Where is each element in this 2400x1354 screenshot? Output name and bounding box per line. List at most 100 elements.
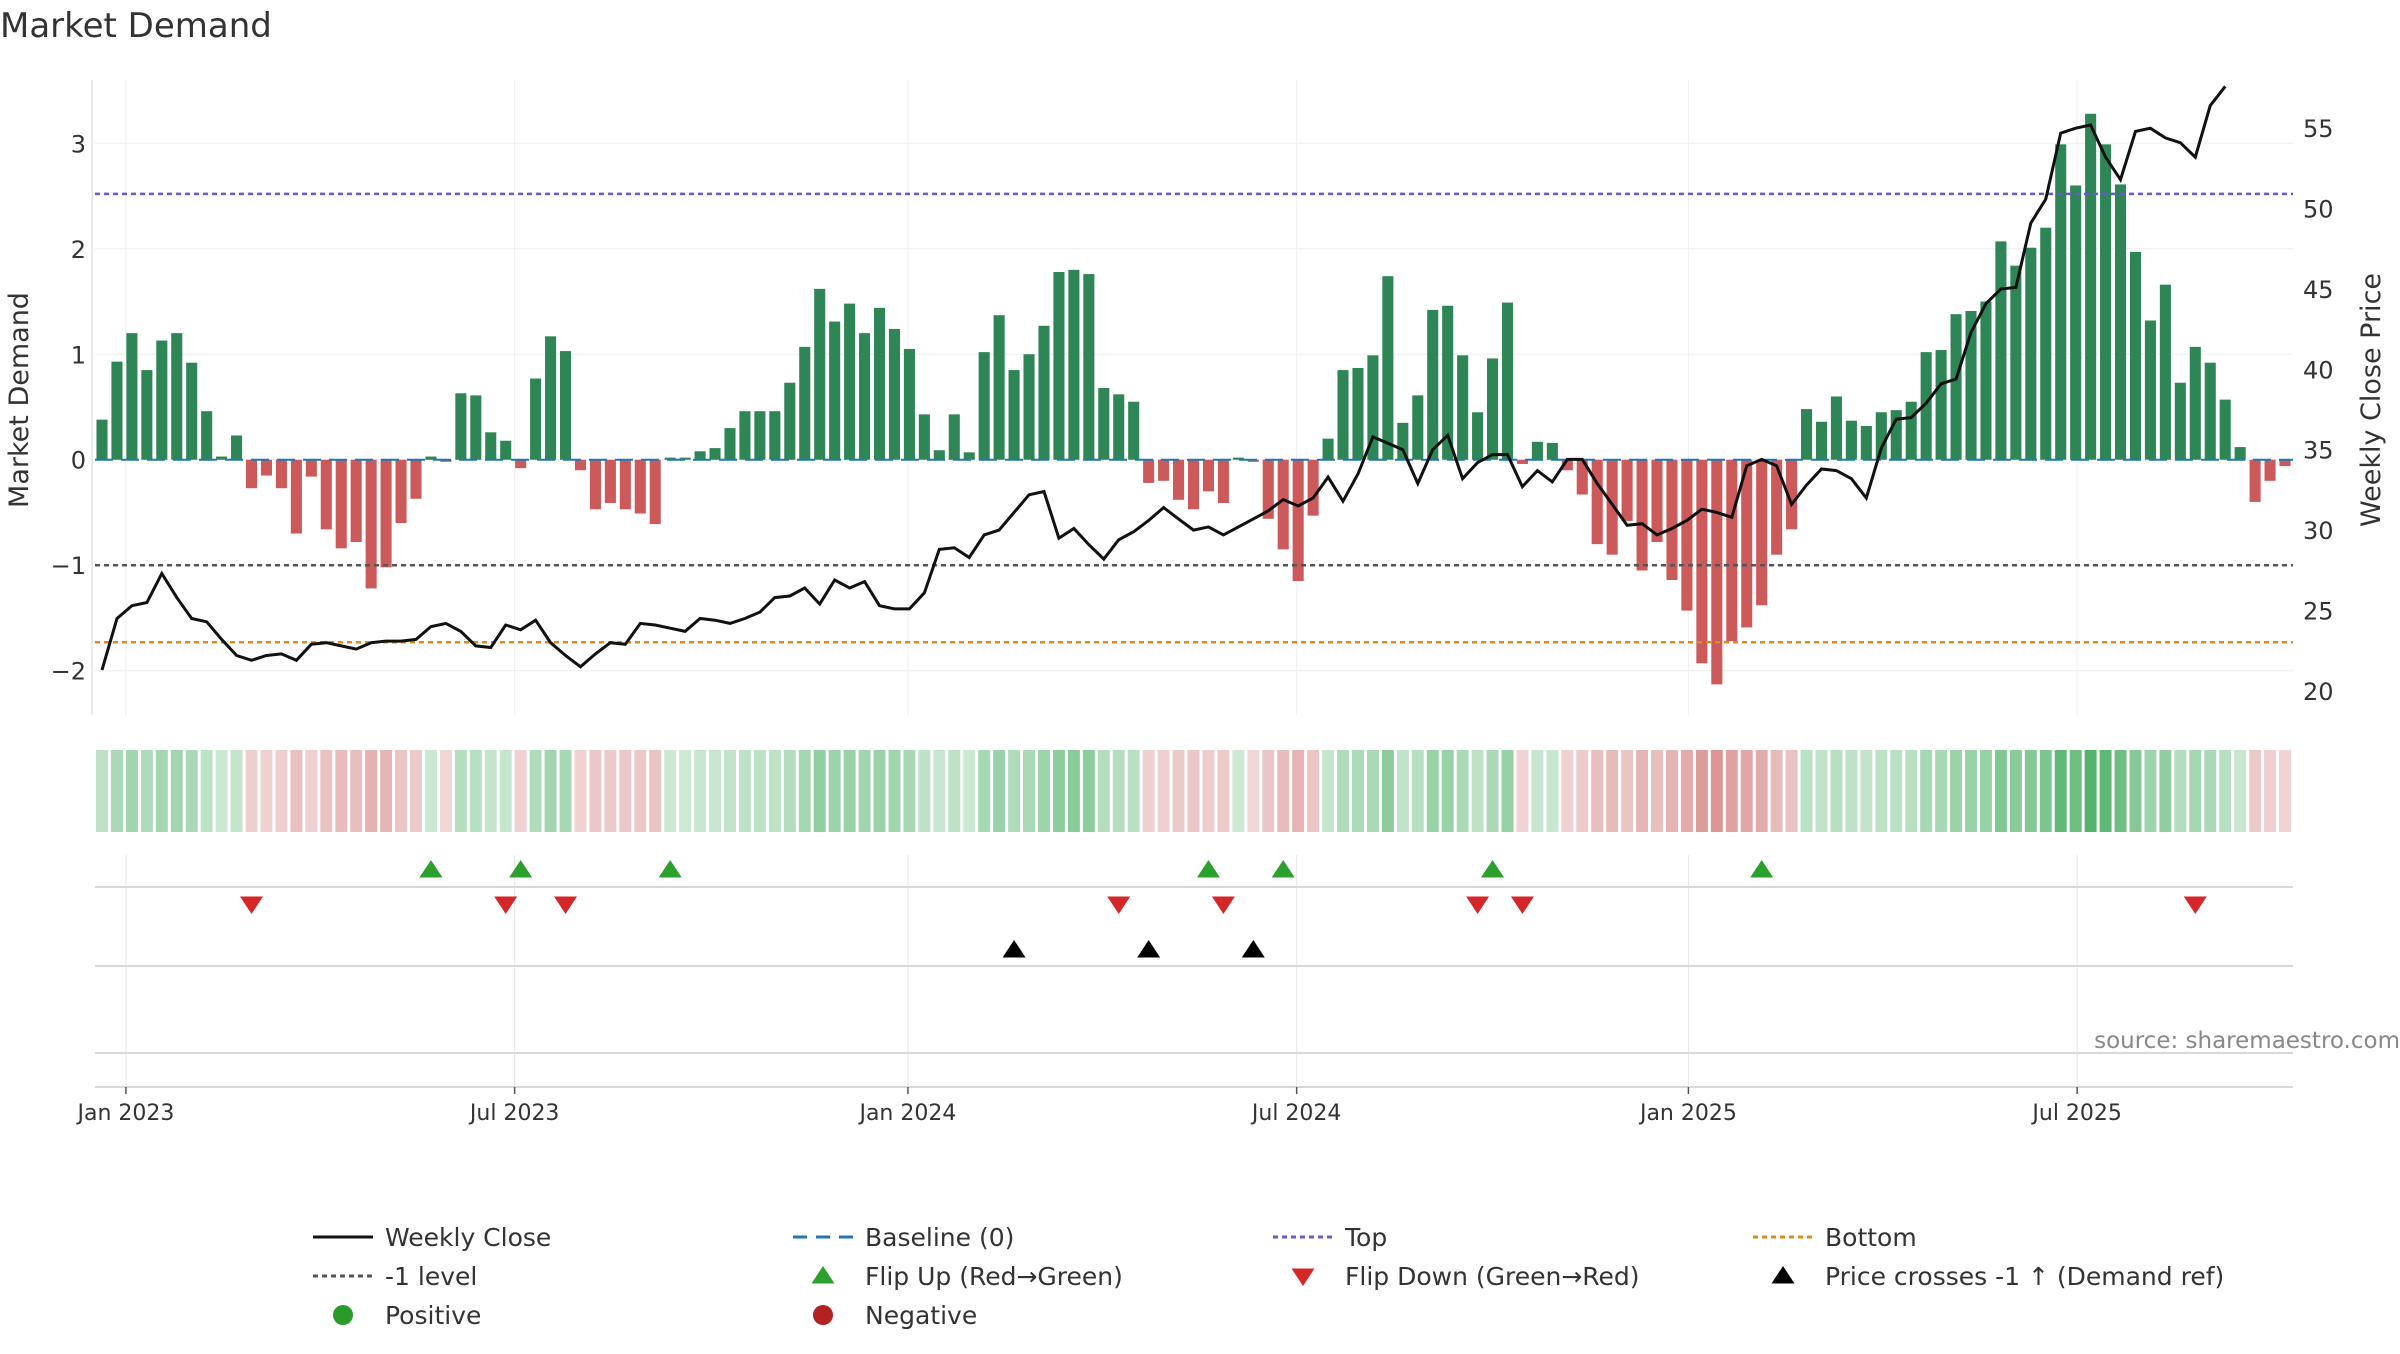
x-tick-label: Jul 2023 <box>468 1101 560 1126</box>
positive-bar <box>2040 227 2052 460</box>
y2-tick-label: 45 <box>2303 276 2334 304</box>
heat-cell <box>709 750 722 832</box>
positive-bar <box>2174 382 2186 460</box>
negative-bar <box>1591 459 1603 545</box>
positive-bar <box>1965 311 1977 460</box>
flip-up-marker <box>509 860 533 878</box>
positive-bar <box>1128 401 1140 460</box>
heat-cell <box>2144 750 2157 832</box>
heat-cell <box>1800 750 1813 832</box>
heat-cell <box>1845 750 1858 832</box>
positive-bar <box>2085 113 2097 460</box>
heat-cell <box>2159 750 2172 832</box>
negative-bar <box>1262 459 1274 519</box>
positive-bar <box>126 333 138 460</box>
heat-cell <box>2024 750 2037 832</box>
flip-down-marker <box>494 896 518 914</box>
heat-cell <box>1591 750 1604 832</box>
legend-item: Flip Down (Green→Red) <box>1291 1262 1640 1291</box>
negative-bar <box>1696 459 1708 664</box>
heat-cell <box>529 750 542 832</box>
positive-bar <box>1501 302 1514 460</box>
negative-bar <box>1741 459 1753 628</box>
legend-label: -1 level <box>385 1262 477 1291</box>
heat-cell <box>694 750 707 832</box>
positive-bar <box>1815 421 1828 460</box>
heat-cell <box>1621 750 1634 832</box>
flip-down-marker <box>1211 896 1235 914</box>
negative-bar <box>1247 459 1259 462</box>
heat-cell <box>1740 750 1753 832</box>
positive-bar <box>1068 269 1080 460</box>
heat-cell <box>1307 750 1320 832</box>
legend-label: Top <box>1344 1223 1387 1252</box>
y2-tick-label: 50 <box>2303 196 2334 224</box>
heat-cell <box>1531 750 1544 832</box>
heat-cell <box>2279 750 2291 832</box>
negative-bar <box>320 459 332 530</box>
positive-bar <box>724 428 736 460</box>
x-tick-label: Jul 2024 <box>1250 1101 1342 1126</box>
positive-bar <box>1382 276 1394 460</box>
flip-up-marker <box>1750 860 1774 878</box>
positive-bar <box>216 456 228 460</box>
negative-bar <box>1158 459 1170 481</box>
positive-bar <box>1337 370 1349 460</box>
heat-cell <box>1815 750 1828 832</box>
legend-label: Weekly Close <box>385 1223 551 1252</box>
negative-bar <box>619 459 631 510</box>
heat-cell <box>2084 750 2097 832</box>
positive-bar <box>1322 438 1334 460</box>
negative-bar <box>1187 459 1200 510</box>
heat-cell <box>948 750 961 832</box>
heat-cell <box>2204 750 2217 832</box>
heat-cell <box>2129 750 2142 832</box>
heat-cell <box>1112 750 1125 832</box>
positive-bar <box>1487 358 1499 460</box>
heat-cell <box>2174 750 2187 832</box>
heat-cell <box>395 750 408 832</box>
positive-bar <box>2219 399 2231 460</box>
positive-bar <box>769 411 781 460</box>
flip-down-marker <box>2183 896 2207 914</box>
legend-swatch <box>1771 1266 1795 1284</box>
heat-cell <box>1351 750 1364 832</box>
flip-down-marker <box>554 896 578 914</box>
y2-axis-label: Weekly Close Price <box>2356 273 2387 527</box>
price-cross-marker <box>1241 940 1265 958</box>
heat-cell <box>1979 750 1992 832</box>
event-markers <box>240 860 2207 958</box>
heat-cell <box>1292 750 1305 832</box>
heat-cell <box>484 750 497 832</box>
negative-bar <box>440 459 452 462</box>
negative-bar <box>305 459 317 477</box>
negative-bar <box>335 459 347 549</box>
heat-cell <box>1636 750 1649 832</box>
y2-tick-label: 20 <box>2303 678 2334 706</box>
negative-bar <box>1277 459 1289 550</box>
heat-cell <box>1950 750 1963 832</box>
heat-cell <box>1037 750 1050 832</box>
x-tick-label: Jan 2025 <box>1638 1101 1737 1126</box>
heat-cell <box>843 750 856 832</box>
y-tick-label: −2 <box>51 658 86 686</box>
heat-cell <box>1097 750 1110 832</box>
heat-cell <box>1426 750 1439 832</box>
heat-cell <box>155 750 168 832</box>
heat-cell <box>1411 750 1424 832</box>
negative-bar <box>410 459 422 499</box>
positive-bar <box>784 382 796 460</box>
heat-cell <box>963 750 976 832</box>
positive-bar <box>1457 355 1469 460</box>
heat-cell <box>1396 750 1409 832</box>
negative-bar <box>1576 459 1588 495</box>
positive-bar <box>171 333 183 460</box>
gridlines <box>91 80 2293 1088</box>
positive-bar <box>2159 284 2171 460</box>
heat-cell <box>753 750 766 832</box>
heat-cell <box>140 750 153 832</box>
positive-bar <box>530 378 542 460</box>
positive-bar <box>1023 354 1035 460</box>
heat-cell <box>1935 750 1948 832</box>
